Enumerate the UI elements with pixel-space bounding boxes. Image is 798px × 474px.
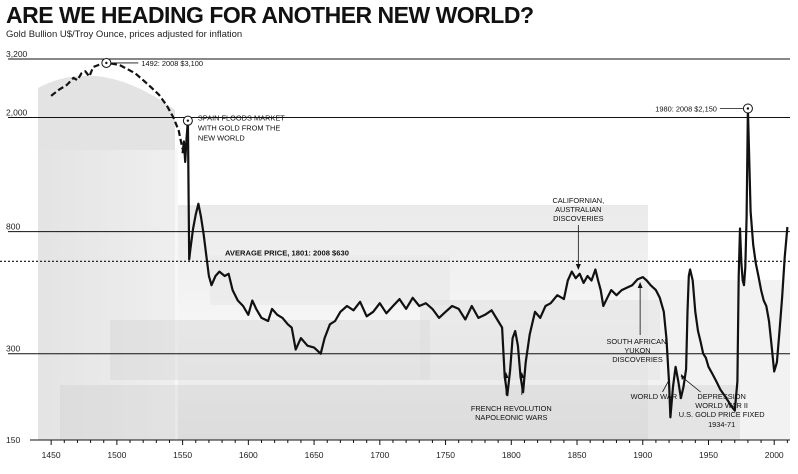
annotation-arrowhead <box>680 374 685 380</box>
gold-bars-background <box>38 75 790 440</box>
annotation-southafrica-line3: DISCOVERIES <box>612 355 663 364</box>
early-estimate-line <box>50 61 184 150</box>
annotation-arrowhead <box>519 372 525 378</box>
x-tick-label: 1450 <box>42 450 61 460</box>
annotation-1492-peak: 1492: 2008 $3,100 <box>141 59 203 68</box>
y-tick-label: 150 <box>6 435 20 445</box>
x-tick-label: 2000 <box>765 450 784 460</box>
annotation-spain-line1: SPAIN FLOODS MARKET <box>198 114 285 123</box>
annotation-arrowhead <box>637 282 643 288</box>
annotation-depression-line1: DEPRESSION <box>697 392 745 401</box>
price-series <box>50 61 789 419</box>
annotation-arrowhead <box>503 372 509 378</box>
annotation-spain-line2: WITH GOLD FROM THE <box>198 124 280 133</box>
annotation-arrowhead <box>575 264 581 270</box>
x-tick-label: 1650 <box>305 450 324 460</box>
chart-title: ARE WE HEADING FOR ANOTHER NEW WORLD? <box>6 2 534 28</box>
chart-subtitle: Gold Bullion U$/Troy Ounce, prices adjus… <box>6 29 243 40</box>
annotation-californian-line1: CALIFORNIAN, <box>552 196 604 205</box>
grid-lines <box>8 58 790 355</box>
y-tick-label: 800 <box>6 222 20 232</box>
x-tick-label: 1700 <box>370 450 389 460</box>
x-tick-label: 1500 <box>107 450 126 460</box>
y-tick-label: 300 <box>6 344 20 354</box>
x-tick-label: 1900 <box>633 450 652 460</box>
average-price-reference: AVERAGE PRICE, 1801: 2008 $630 <box>0 248 790 262</box>
annotations: 1492: 2008 $3,100 SPAIN FLOODS MARKETWITH… <box>101 57 765 429</box>
annotation-southafrica-line1: SOUTH AFRICAN, <box>606 337 668 346</box>
y-axis-tick-labels: 3,200 2,000 800 300 150 <box>6 49 28 445</box>
annotation-californian-line3: DISCOVERIES <box>553 214 604 223</box>
x-tick-label: 1800 <box>502 450 521 460</box>
annotation-spain-line3: NEW WORLD <box>198 134 245 143</box>
x-tick-label: 1750 <box>436 450 455 460</box>
annotation-californian-line2: AUSTRALIAN <box>555 205 601 214</box>
y-tick-label: 3,200 <box>6 49 28 59</box>
x-axis: 1450 1500 1550 1600 1650 1700 1750 1800 1850 1900… <box>30 439 790 460</box>
annotation-depression-line2: WORLD WAR II <box>695 401 748 410</box>
x-tick-label: 1950 <box>699 450 718 460</box>
annotation-depression-line3: U.S. GOLD PRICE FIXED <box>679 410 765 419</box>
y-tick-label: 2,000 <box>6 108 28 118</box>
x-tick-label: 1550 <box>173 450 192 460</box>
peak-marker-dot <box>186 119 190 122</box>
annotation-arrow <box>680 375 701 393</box>
gold-price-line <box>181 107 789 419</box>
x-tick-label: 1600 <box>239 450 258 460</box>
annotation-depression-line4: 1934-71 <box>708 420 735 429</box>
peak-marker-dot <box>105 61 108 65</box>
average-price-label: AVERAGE PRICE, 1801: 2008 $630 <box>225 248 349 257</box>
annotation-southafrica-line2: YUKON <box>624 346 650 355</box>
annotation-french-line1: FRENCH REVOLUTION <box>471 404 552 413</box>
peak-marker-dot <box>746 107 750 110</box>
annotation-french-line2: NAPOLEONIC WARS <box>475 413 547 422</box>
annotation-arrow <box>662 379 670 393</box>
annotation-1980-peak: 1980: 2008 $2,150 <box>655 105 717 114</box>
annotation-ww1: WORLD WAR I <box>631 392 682 401</box>
x-tick-label: 1850 <box>568 450 587 460</box>
